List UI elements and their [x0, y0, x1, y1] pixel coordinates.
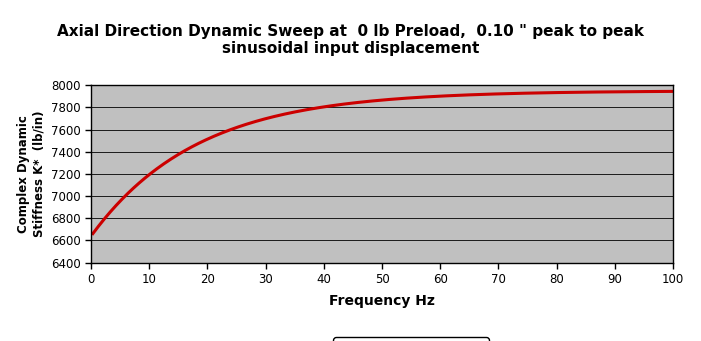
Y-axis label: Complex Dynamic
Stiffness K*  (lb/in): Complex Dynamic Stiffness K* (lb/in): [18, 111, 46, 237]
Text: Axial Direction Dynamic Sweep at  0 lb Preload,  0.10 " peak to peak
sinusoidal : Axial Direction Dynamic Sweep at 0 lb Pr…: [57, 24, 644, 56]
Legend: Medium Mount: Medium Mount: [333, 337, 489, 341]
X-axis label: Frequency Hz: Frequency Hz: [329, 294, 435, 308]
